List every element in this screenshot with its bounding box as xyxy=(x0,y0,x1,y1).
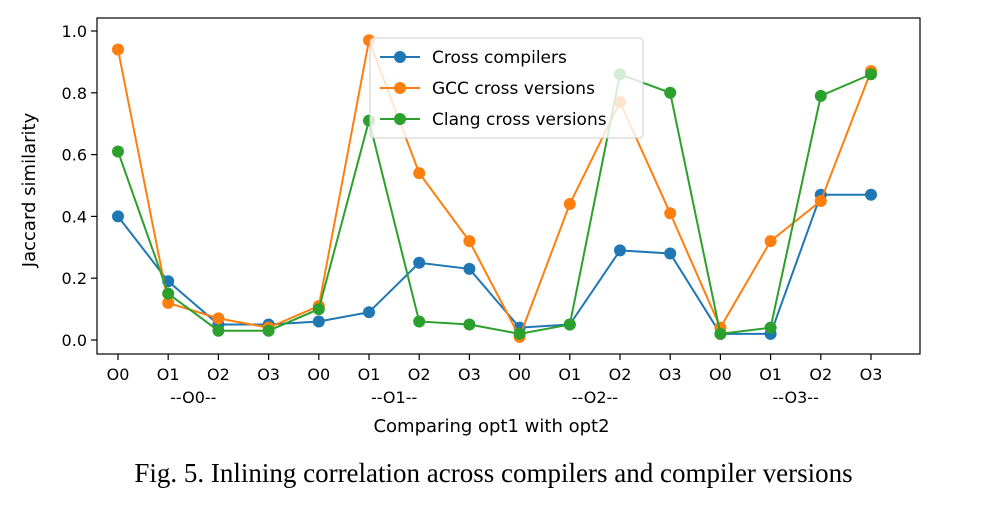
data-point-gcc-cross-versions xyxy=(463,235,476,248)
x-tick-label: O2 xyxy=(408,365,431,384)
data-point-clang-cross-versions xyxy=(714,327,727,340)
series-line-cross-compilers xyxy=(117,193,871,335)
data-point-clang-cross-versions xyxy=(312,303,325,316)
x-tick-label: O3 xyxy=(659,365,682,384)
data-point-gcc-cross-versions xyxy=(664,207,677,220)
x-tick-label: O1 xyxy=(157,365,180,384)
data-point-gcc-cross-versions xyxy=(413,167,426,180)
data-point-clang-cross-versions xyxy=(262,324,275,337)
data-point-cross-compilers xyxy=(363,306,375,319)
data-point-clang-cross-versions xyxy=(764,321,777,334)
data-point-gcc-cross-versions xyxy=(212,312,225,325)
data-point-clang-cross-versions xyxy=(212,324,225,337)
y-axis-label: Jaccard similarity xyxy=(19,112,40,268)
data-point-cross-compilers xyxy=(413,256,426,269)
data-point-clang-cross-versions xyxy=(413,315,426,328)
data-point-clang-cross-versions xyxy=(563,318,576,331)
legend-swatch-marker xyxy=(394,82,406,94)
x-tick-label: O3 xyxy=(458,365,481,384)
data-point-cross-compilers xyxy=(312,315,325,328)
data-point-clang-cross-versions xyxy=(865,68,877,81)
y-tick-label: 0.4 xyxy=(62,207,87,226)
data-point-cross-compilers xyxy=(463,262,476,275)
data-point-gcc-cross-versions xyxy=(162,296,175,309)
data-point-clang-cross-versions xyxy=(814,89,827,102)
data-point-clang-cross-versions xyxy=(463,318,476,331)
data-point-cross-compilers xyxy=(614,244,626,257)
legend-swatch-marker xyxy=(394,51,406,63)
x-tick-label: O1 xyxy=(358,365,381,384)
legend: Cross compilers GCC cross versions Clang c… xyxy=(369,37,644,139)
x-axis: O0 O1 O2 O3 O0 O1 O2 O3 O0 O1 O2 O3 O0 O1 O2 O3 xyxy=(107,354,883,384)
x-tick-label: O0 xyxy=(307,365,330,384)
data-point-gcc-cross-versions xyxy=(764,235,777,248)
legend-label: Cross compilers xyxy=(432,48,567,68)
x-group-label: --O2-- xyxy=(572,388,618,407)
legend-swatch-marker xyxy=(394,113,406,125)
data-point-clang-cross-versions xyxy=(112,145,124,158)
x-axis-label: Comparing opt1 with opt2 xyxy=(373,416,609,437)
legend-label: GCC cross versions xyxy=(432,79,595,99)
x-tick-label: O2 xyxy=(809,365,832,384)
x-tick-label: O2 xyxy=(207,365,230,384)
plot-frame xyxy=(96,17,921,355)
x-tick-label: O0 xyxy=(107,365,130,384)
data-point-clang-cross-versions xyxy=(513,327,526,340)
legend-label: Clang cross versions xyxy=(432,110,607,130)
x-group-label: --O0-- xyxy=(170,388,216,407)
figure-caption: Fig. 5. Inlining correlation across comp… xyxy=(134,458,853,488)
x-group-labels: --O0-- --O1-- --O2-- --O3-- xyxy=(170,388,819,407)
x-group-label: --O1-- xyxy=(371,388,417,407)
chart: 0.00.20.40.60.81.0 O0 O1 O2 O3 O0 O1 O2 O3 O0 O1 O… xyxy=(19,17,921,437)
legend-box xyxy=(369,37,644,139)
data-point-clang-cross-versions xyxy=(664,86,677,99)
x-tick-label: O3 xyxy=(860,365,883,384)
y-tick-label: 1.0 xyxy=(62,22,87,41)
x-tick-label: O0 xyxy=(508,365,531,384)
x-group-label: --O3-- xyxy=(773,388,819,407)
y-tick-label: 0.8 xyxy=(62,84,87,103)
series-line-gcc-cross-versions xyxy=(117,36,872,340)
x-tick-label: O1 xyxy=(558,365,581,384)
data-point-cross-compilers xyxy=(865,188,877,201)
y-tick-label: 0.6 xyxy=(62,146,87,165)
x-tick-label: O1 xyxy=(759,365,782,384)
x-tick-label: O0 xyxy=(709,365,732,384)
data-point-gcc-cross-versions xyxy=(112,43,124,56)
data-point-cross-compilers xyxy=(664,247,677,260)
x-tick-label: O3 xyxy=(257,365,280,384)
data-point-gcc-cross-versions xyxy=(563,198,576,211)
data-point-clang-cross-versions xyxy=(162,287,175,300)
y-tick-label: 0.2 xyxy=(62,269,87,288)
data-point-cross-compilers xyxy=(112,210,124,223)
series-line-clang-cross-versions xyxy=(117,72,872,335)
y-axis: 0.0 0.2 0.4 0.6 0.8 1.0 xyxy=(62,22,97,350)
data-point-gcc-cross-versions xyxy=(814,194,827,207)
x-tick-label: O2 xyxy=(609,365,632,384)
y-tick-label: 0.0 xyxy=(62,331,87,350)
